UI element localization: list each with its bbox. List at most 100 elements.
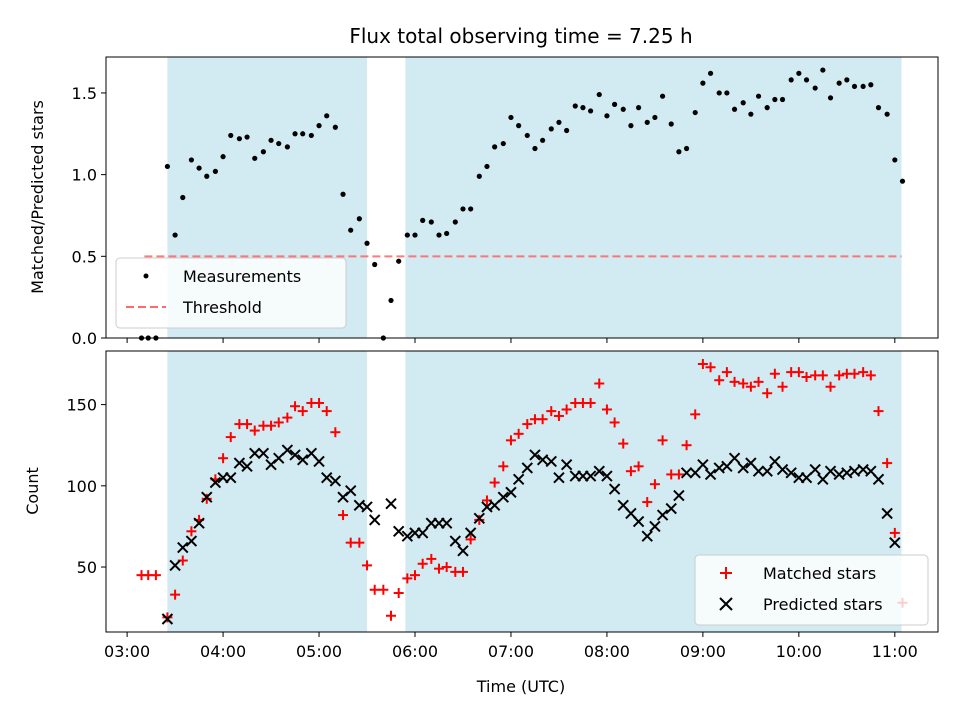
- matched-star-point: [649, 479, 660, 490]
- matched-star-point: [762, 388, 773, 399]
- measurement-point: [755, 93, 762, 99]
- matched-star-point: [457, 566, 468, 577]
- predicted-stars-points: [161, 444, 901, 625]
- matched-star-point: [345, 537, 356, 548]
- measurement-point: [707, 70, 714, 76]
- predicted-star-point: [281, 444, 294, 456]
- legend-matched-marker: [720, 567, 732, 579]
- predicted-star-point: [785, 467, 797, 479]
- predicted-star-point: [584, 470, 597, 482]
- x-tick-label: 06:00: [392, 642, 438, 661]
- predicted-star-point: [673, 489, 685, 502]
- predicted-star-point: [321, 471, 333, 484]
- shaded-interval-0: [167, 351, 368, 632]
- measurement-point: [764, 105, 770, 111]
- bottom-y-axis-label: Count: [23, 467, 42, 515]
- measurement-point: [420, 217, 426, 223]
- matched-star-point: [753, 376, 764, 387]
- top-x-ticks: [126, 338, 896, 343]
- measurement-point: [596, 91, 602, 98]
- measurement-point: [644, 119, 650, 125]
- predicted-star-point: [560, 458, 573, 471]
- matched-star-point: [170, 589, 181, 600]
- y-tick-label: 1.0: [72, 166, 97, 185]
- measurement-point: [500, 140, 506, 147]
- measurement-point: [635, 105, 642, 111]
- measurement-point: [316, 123, 322, 129]
- measurement-point: [899, 178, 906, 184]
- predicted-star-point: [449, 535, 462, 547]
- matched-star-point: [873, 406, 884, 417]
- measurement-point: [716, 90, 722, 96]
- matched-star-point: [793, 367, 804, 378]
- matched-star-point: [553, 410, 564, 421]
- top-y-axis-label: Matched/Predicted stars: [28, 100, 47, 294]
- measurement-point: [196, 165, 202, 171]
- measurement-point: [588, 108, 594, 114]
- matched-star-point: [642, 497, 653, 508]
- matched-star-point: [498, 461, 509, 472]
- predicted-star-point: [161, 613, 174, 625]
- predicted-star-point: [225, 471, 237, 484]
- measurement-point: [875, 105, 882, 111]
- measurement-point: [740, 100, 746, 106]
- predicted-star-point: [776, 463, 789, 476]
- measurement-point: [659, 93, 666, 99]
- measurement-point: [172, 232, 178, 238]
- x-tick-label: 11:00: [872, 642, 918, 661]
- measurement-point: [180, 194, 186, 201]
- measurement-point: [851, 83, 858, 90]
- matched-star-point: [513, 428, 524, 439]
- measurement-point: [300, 131, 306, 137]
- matched-star-point: [697, 358, 708, 369]
- measurement-point: [164, 163, 171, 170]
- measurement-point: [548, 126, 554, 132]
- matched-star-point: [505, 435, 516, 446]
- matched-star-point: [817, 370, 828, 381]
- measurement-point: [428, 219, 434, 225]
- matched-star-point: [729, 376, 740, 387]
- predicted-star-point: [169, 559, 181, 572]
- measurement-point: [204, 173, 210, 179]
- measurement-point: [628, 123, 634, 129]
- matched-star-point: [321, 406, 332, 417]
- predicted-star-point: [529, 449, 541, 461]
- legend-matched-label: Matched stars: [763, 564, 876, 583]
- y-tick-label: 150: [66, 396, 97, 415]
- predicted-star-point: [601, 470, 613, 482]
- matched-star-point: [625, 466, 636, 477]
- measurement-point: [620, 106, 626, 112]
- matched-star-point: [369, 584, 380, 595]
- matched-star-point: [249, 425, 260, 436]
- predicted-star-point: [361, 501, 373, 513]
- top-panel: 0.0 0.5 1.0 1.5 Matched/Predicted stars Mea…: [28, 56, 939, 348]
- predicted-star-point: [800, 471, 813, 484]
- matched-star-point: [282, 412, 293, 423]
- bottom-y-ticks: 50 100 150: [66, 396, 106, 577]
- matched-star-point: [882, 458, 893, 469]
- predicted-star-point: [464, 527, 477, 539]
- measurement-point: [348, 227, 354, 233]
- shaded-interval-1: [405, 57, 902, 338]
- predicted-star-point: [521, 462, 533, 474]
- matched-star-point: [441, 562, 452, 573]
- matched-star-point: [266, 420, 277, 431]
- top-axes-frame: [105, 56, 939, 339]
- matched-star-point: [690, 409, 701, 420]
- predicted-star-point: [824, 465, 837, 477]
- predicted-star-point: [641, 530, 653, 542]
- matched-star-point: [745, 381, 756, 392]
- matched-star-point: [218, 453, 229, 464]
- matched-star-point: [561, 404, 572, 415]
- predicted-star-point: [297, 454, 309, 466]
- predicted-star-point: [872, 473, 885, 486]
- measurement-point: [244, 134, 250, 140]
- measurement-point: [516, 123, 522, 129]
- top-legend: Measurements Threshold: [115, 257, 347, 329]
- predicted-star-point: [889, 536, 901, 549]
- x-tick-label: 03:00: [104, 642, 150, 661]
- matched-star-point: [522, 419, 533, 430]
- predicted-star-point: [488, 499, 501, 512]
- predicted-star-point: [649, 520, 661, 533]
- measurement-point: [236, 136, 242, 142]
